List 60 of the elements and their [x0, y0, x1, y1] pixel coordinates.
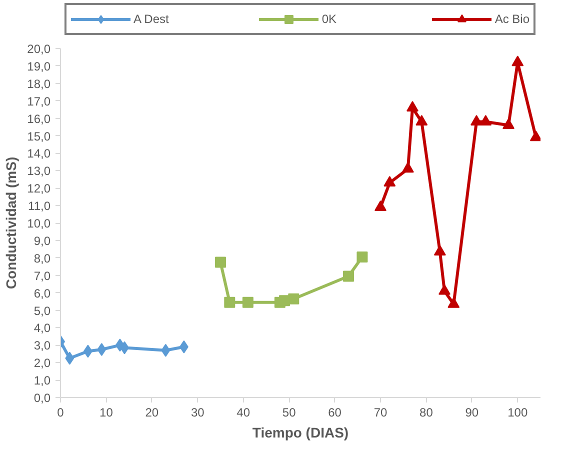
point [65, 352, 74, 365]
point [83, 344, 92, 358]
point [470, 114, 482, 126]
point [402, 162, 414, 173]
legend-label: Ac Bio [494, 12, 530, 26]
x-tick-label: 90 [465, 406, 479, 420]
x-tick-label: 20 [145, 406, 159, 420]
y-tick-label: 3,0 [34, 338, 51, 353]
y-tick-label: 13,0 [27, 164, 51, 178]
y-tick-label: 7,0 [34, 268, 51, 283]
point [97, 343, 106, 356]
x-tick-label: 40 [236, 406, 250, 420]
point [438, 284, 450, 295]
legend-label: 0K [322, 12, 338, 26]
y-tick-label: 18,0 [27, 76, 51, 91]
point [179, 340, 188, 354]
y-tick-label: 5,0 [34, 304, 51, 318]
point [512, 56, 524, 66]
point [161, 344, 170, 357]
y-tick-label: 16,0 [27, 112, 51, 126]
x-tick-label: 70 [374, 406, 388, 420]
point [356, 252, 368, 263]
point [406, 100, 418, 112]
point [288, 293, 300, 304]
y-tick-label: 14,0 [27, 146, 51, 161]
point [502, 118, 514, 129]
point [448, 297, 460, 308]
legend-label: A Dest [133, 12, 169, 26]
x-tick-label: 60 [328, 406, 342, 420]
y-tick-label: 20,0 [27, 42, 51, 56]
y-tick-label: 19,0 [27, 59, 51, 74]
y-tick-label: 0,0 [34, 391, 51, 405]
y-tick-label: 10,0 [27, 216, 51, 230]
point [224, 296, 236, 308]
y-tick-label: 2,0 [34, 356, 51, 370]
point [374, 200, 386, 211]
point [384, 176, 396, 187]
y-axis-title: Conductividad (mS) [3, 156, 20, 290]
point [242, 296, 254, 308]
y-tick-label: 8,0 [34, 251, 51, 266]
point [215, 256, 226, 268]
x-tick-label: 50 [282, 406, 296, 420]
y-tick-label: 11,0 [28, 199, 51, 214]
point [434, 244, 446, 256]
y-tick-label: 17,0 [27, 94, 51, 108]
y-tick-label: 1,0 [34, 374, 51, 388]
y-tick-label: 12,0 [27, 182, 51, 196]
x-axis-title: Tiempo (DIAS) [252, 424, 349, 440]
x-tick-label: 0 [57, 406, 64, 420]
point [416, 114, 428, 126]
point [343, 270, 354, 282]
y-tick-label: 6,0 [34, 286, 51, 300]
x-tick-label: 10 [100, 406, 114, 420]
y-tick-label: 15,0 [27, 129, 51, 144]
point [530, 130, 540, 142]
x-tick-label: 100 [508, 406, 528, 420]
y-tick-label: 4,0 [34, 321, 51, 336]
y-tick-label: 9,0 [34, 234, 51, 248]
x-tick-label: 30 [190, 406, 205, 420]
x-tick-label: 80 [420, 406, 434, 420]
